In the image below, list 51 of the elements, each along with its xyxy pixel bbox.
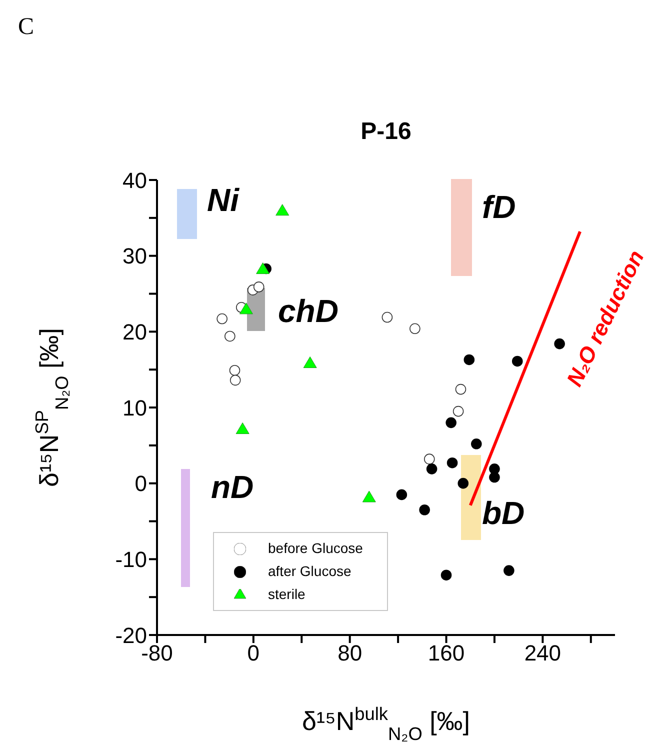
point	[455, 384, 466, 395]
point	[424, 454, 435, 464]
y-tick-label: 30	[122, 244, 147, 269]
point	[446, 417, 456, 428]
point	[230, 374, 241, 386]
point	[303, 356, 317, 368]
point	[512, 356, 523, 367]
point	[446, 457, 458, 468]
annotation: chD	[278, 293, 338, 329]
point	[504, 565, 514, 576]
point	[419, 504, 430, 516]
point	[489, 472, 500, 483]
annotation: bD	[482, 495, 525, 531]
point	[216, 313, 228, 324]
point	[440, 570, 452, 580]
point	[362, 490, 376, 502]
annotation: nD	[211, 469, 254, 505]
point	[470, 438, 482, 450]
x-axis-title: δ¹⁵N$^{bulk}$$_{N₂O}$ [‰]	[302, 704, 470, 744]
x-tick-label: 80	[338, 640, 362, 666]
point	[256, 262, 270, 274]
point	[239, 302, 253, 314]
annotation: fD	[482, 189, 516, 225]
x-tick-label: 0	[247, 640, 260, 666]
legend-label: before Glucose	[268, 540, 363, 556]
point	[396, 489, 408, 500]
point	[554, 338, 565, 350]
point	[229, 364, 240, 376]
point	[458, 478, 469, 489]
x-tick-label: 240	[524, 640, 562, 666]
point	[236, 422, 250, 434]
y-tick-label: 10	[122, 395, 147, 420]
point	[276, 204, 290, 216]
point	[452, 406, 464, 417]
y-tick-label: 20	[122, 319, 147, 344]
y-tick-label: -20	[115, 622, 147, 648]
point	[253, 282, 264, 292]
point	[382, 312, 393, 323]
point	[224, 330, 236, 342]
point	[426, 464, 438, 474]
y-tick-label: 40	[122, 168, 147, 193]
y-tick-label: -10	[115, 546, 147, 572]
legend-label: sterile	[268, 586, 306, 602]
annotation: Ni	[207, 182, 240, 218]
text: C	[18, 14, 34, 41]
legend-label: after Glucose	[268, 563, 352, 579]
point	[464, 354, 475, 366]
y-tick-label: 0	[134, 471, 147, 496]
point	[410, 323, 420, 334]
x-tick-label: 160	[428, 640, 465, 666]
chart-title: P-16	[360, 118, 412, 146]
